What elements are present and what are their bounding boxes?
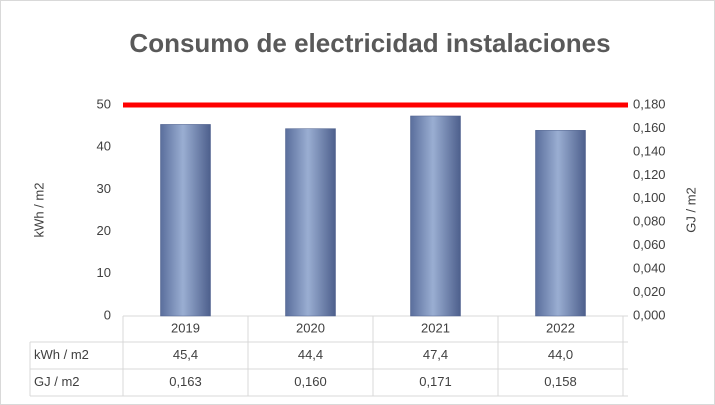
- y2-tick-label: 0,060: [633, 237, 666, 252]
- y2-tick-label: 0,020: [633, 284, 666, 299]
- y2-tick-label: 0,140: [633, 143, 666, 158]
- bar: [285, 128, 336, 317]
- y2-tick-label: 0,080: [633, 214, 666, 229]
- y-tick-label: 0: [104, 307, 111, 322]
- table-row-label: GJ / m2: [34, 374, 80, 389]
- x-tick-label: 2021: [421, 320, 450, 335]
- table-value: 0,160: [294, 374, 327, 389]
- table-value: 44,4: [298, 347, 323, 362]
- bar: [535, 130, 586, 317]
- table-value: 47,4: [423, 347, 448, 362]
- table-row-label: kWh / m2: [34, 347, 89, 362]
- y2-tick-label: 0,040: [633, 261, 666, 276]
- y2-tick-label: 0,120: [633, 167, 666, 182]
- table-value: 0,158: [544, 374, 577, 389]
- table-value: 45,4: [173, 347, 198, 362]
- y-tick-label: 30: [97, 181, 111, 196]
- y2-axis-label: GJ / m2: [683, 187, 698, 233]
- table-value: 44,0: [548, 347, 573, 362]
- y2-tick-label: 0,100: [633, 190, 666, 205]
- table-value: 0,171: [419, 374, 452, 389]
- y-axis-label: kWh / m2: [31, 183, 46, 238]
- bar: [160, 124, 211, 317]
- bar: [410, 115, 461, 317]
- x-tick-label: 2020: [296, 320, 325, 335]
- y-tick-label: 20: [97, 223, 111, 238]
- x-tick-label: 2022: [546, 320, 575, 335]
- y-tick-label: 40: [97, 139, 111, 154]
- y2-tick-label: 0,180: [633, 96, 666, 111]
- chart-title: Consumo de electricidad instalaciones: [129, 28, 610, 58]
- y-tick-label: 50: [97, 96, 111, 111]
- y-tick-label: 10: [97, 265, 111, 280]
- x-tick-label: 2019: [171, 320, 200, 335]
- y2-tick-label: 0,000: [633, 307, 666, 322]
- table-value: 0,163: [169, 374, 202, 389]
- y2-tick-label: 0,160: [633, 120, 666, 135]
